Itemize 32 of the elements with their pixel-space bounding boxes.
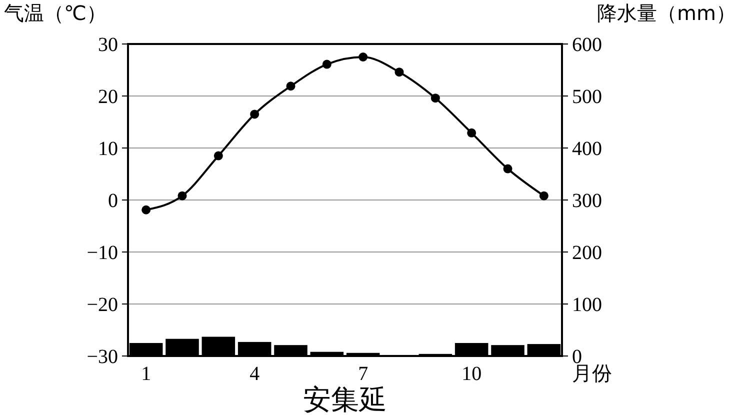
y2-tick-label: 100 xyxy=(572,294,602,316)
point xyxy=(503,164,512,174)
y-tick-label: −20 xyxy=(86,294,118,316)
point xyxy=(394,68,404,77)
y-tick-label: 10 xyxy=(98,138,118,160)
x-tick-label: 10 xyxy=(462,363,482,385)
point xyxy=(430,94,440,103)
point xyxy=(250,110,260,119)
y-tick-label: 30 xyxy=(98,34,118,56)
y-tick-label: 20 xyxy=(98,86,118,108)
point xyxy=(142,205,151,214)
text: 安集延 xyxy=(303,383,387,415)
y2-tick-label: 600 xyxy=(572,34,602,56)
point xyxy=(539,191,548,200)
point xyxy=(358,52,368,62)
point xyxy=(286,82,296,91)
y2-tick-label: 500 xyxy=(572,86,602,108)
x-tick-label: 7 xyxy=(358,363,368,385)
y2-tick-label: 400 xyxy=(572,138,602,160)
point xyxy=(178,191,187,200)
point xyxy=(322,60,332,69)
y-tick-label: −10 xyxy=(86,242,118,264)
y-tick-label: 0 xyxy=(108,190,118,212)
x-tick-label: 4 xyxy=(250,363,260,385)
y2-tick-label: 200 xyxy=(572,242,602,264)
y2-axis-title: 降水量（mm） xyxy=(597,1,736,25)
y2-tick-label: 300 xyxy=(572,190,602,212)
y-axis-title: 气温（℃） xyxy=(4,1,106,25)
point xyxy=(214,151,223,160)
x-tick-label: 1 xyxy=(141,363,152,385)
y-tick-label: −30 xyxy=(86,346,118,368)
point xyxy=(467,128,476,138)
